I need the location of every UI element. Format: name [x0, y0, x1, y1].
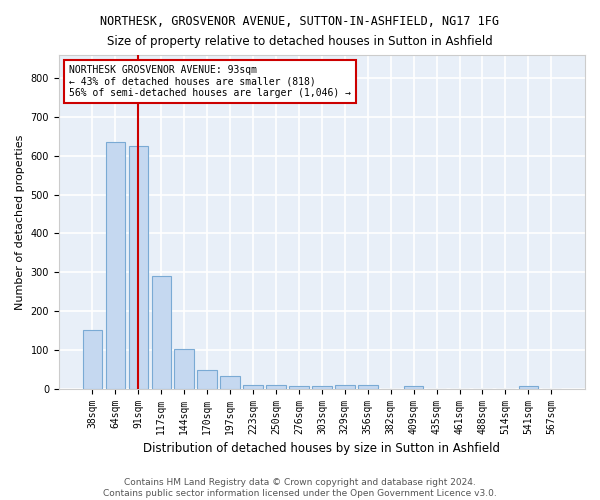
- Bar: [312, 386, 332, 388]
- Bar: [404, 386, 424, 388]
- Bar: [106, 142, 125, 388]
- Text: Contains HM Land Registry data © Crown copyright and database right 2024.
Contai: Contains HM Land Registry data © Crown c…: [103, 478, 497, 498]
- Bar: [335, 385, 355, 388]
- Bar: [266, 385, 286, 388]
- Bar: [83, 330, 102, 388]
- Bar: [244, 385, 263, 388]
- Text: NORTHESK GROSVENOR AVENUE: 93sqm
← 43% of detached houses are smaller (818)
56% : NORTHESK GROSVENOR AVENUE: 93sqm ← 43% o…: [70, 65, 352, 98]
- Bar: [197, 370, 217, 388]
- Bar: [518, 386, 538, 388]
- Bar: [128, 146, 148, 388]
- Y-axis label: Number of detached properties: Number of detached properties: [15, 134, 25, 310]
- Bar: [175, 348, 194, 389]
- Bar: [358, 385, 377, 388]
- Text: NORTHESK, GROSVENOR AVENUE, SUTTON-IN-ASHFIELD, NG17 1FG: NORTHESK, GROSVENOR AVENUE, SUTTON-IN-AS…: [101, 15, 499, 28]
- Bar: [152, 276, 171, 388]
- Text: Size of property relative to detached houses in Sutton in Ashfield: Size of property relative to detached ho…: [107, 35, 493, 48]
- Bar: [220, 376, 240, 388]
- Bar: [289, 386, 308, 388]
- X-axis label: Distribution of detached houses by size in Sutton in Ashfield: Distribution of detached houses by size …: [143, 442, 500, 455]
